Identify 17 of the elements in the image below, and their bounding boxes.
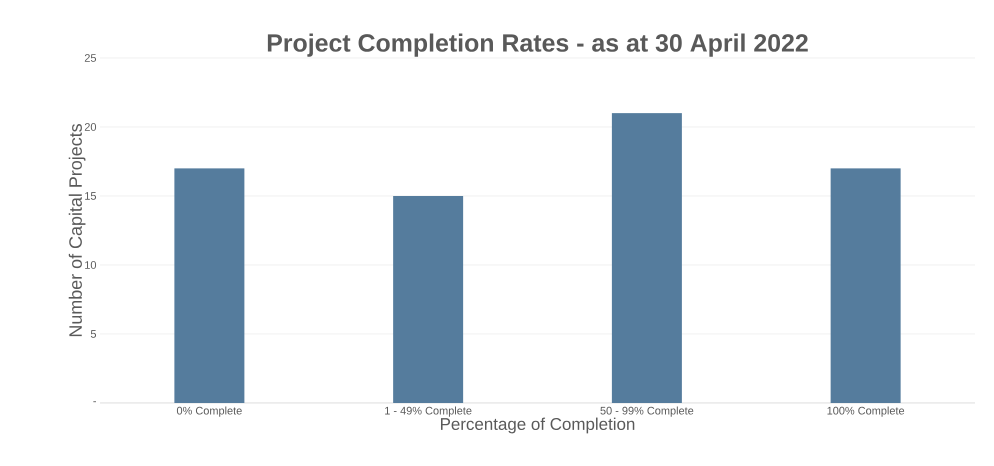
y-tick-label: 25 xyxy=(84,54,96,62)
x-tick-label: 1 - 49% Complete xyxy=(385,406,472,417)
bar xyxy=(393,196,464,403)
bar xyxy=(830,168,901,403)
y-tick-label: 15 xyxy=(85,192,96,200)
x-tick-label: 50 - 99% Complete xyxy=(600,406,694,417)
bar xyxy=(174,168,244,403)
y-tick-label: 5 xyxy=(90,330,96,338)
chart-title: Project Completion Rates - as at 30 April 2022 xyxy=(268,34,808,57)
x-axis-title: Percentage of Completion xyxy=(440,418,634,434)
y-tick-label: - xyxy=(93,401,96,402)
y-tick-label: 20 xyxy=(84,123,96,131)
y-tick-label: 10 xyxy=(85,261,96,269)
x-tick-label: 100% Complete xyxy=(827,406,904,417)
y-axis-title: Number of Capital Projects xyxy=(68,124,86,336)
x-tick-label: 0% Complete xyxy=(176,406,242,417)
bar xyxy=(612,113,682,403)
